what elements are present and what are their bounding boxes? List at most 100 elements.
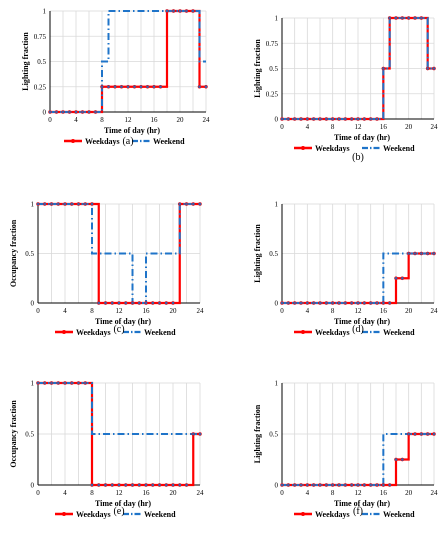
y-axis-label: Lighting fraction — [253, 224, 262, 283]
weekdays-data-point — [324, 117, 329, 121]
weekdays-data-point — [330, 483, 335, 487]
weekdays-data-point — [343, 117, 348, 121]
weekdays-data-point — [144, 483, 148, 487]
legend-weekdays-label: Weekdays — [315, 328, 350, 337]
x-axis-label: Time of day (hr) — [334, 499, 390, 508]
weekend-series-line — [38, 382, 200, 435]
x-tick-label: 24 — [431, 307, 439, 315]
weekdays-data-point — [103, 301, 108, 305]
weekdays-data-point — [375, 301, 379, 305]
x-tick-label: 20 — [405, 123, 413, 131]
weekdays-data-point — [406, 251, 411, 256]
weekdays-data-point — [394, 457, 398, 462]
weekdays-data-point — [356, 483, 360, 487]
chart-panel-3: 0 4 8 12 16 20 24 0 0.5 1 Time of day (hr) Occupanc… — [9, 201, 204, 338]
legend-weekdays-label: Weekdays — [85, 137, 120, 146]
weekdays-data-point — [343, 301, 348, 305]
weekdays-data-point — [56, 381, 61, 385]
weekdays-data-point — [292, 117, 297, 121]
y-tick-label: 0.5 — [269, 431, 278, 439]
x-tick-label: 0 — [280, 123, 284, 131]
weekdays-data-point — [48, 110, 52, 114]
x-tick-label: 24 — [431, 489, 439, 497]
weekdays-data-point — [61, 110, 65, 114]
legend-weekdays-marker — [62, 512, 66, 516]
panel-caption: (f) — [353, 506, 363, 517]
x-tick-label: 12 — [116, 489, 124, 497]
weekdays-data-point — [311, 483, 316, 487]
y-tick-label: 0 — [43, 109, 47, 117]
legend-weekdays-marker — [301, 146, 305, 150]
x-tick-label: 20 — [170, 307, 178, 315]
weekdays-data-point — [177, 483, 182, 487]
panel-caption: (b) — [352, 152, 364, 163]
legend-weekdays-label: Weekdays — [76, 328, 111, 337]
weekdays-data-point — [406, 432, 411, 436]
weekdays-data-point — [137, 483, 142, 487]
weekdays-data-point — [198, 432, 202, 436]
legend-weekdays-label: Weekdays — [76, 510, 111, 519]
weekdays-data-point — [349, 483, 354, 487]
x-tick-label: 0 — [48, 116, 52, 124]
x-axis-label: Time of day (hr) — [95, 317, 151, 326]
x-tick-label: 12 — [355, 307, 363, 315]
weekdays-data-point — [413, 16, 417, 20]
x-tick-label: 8 — [331, 123, 335, 131]
weekdays-data-point — [305, 483, 310, 487]
y-tick-label: 1 — [43, 8, 47, 16]
chart-panel-5: 0 4 8 12 16 20 24 0 0.5 1 Time of day (hr) Occupanc… — [9, 380, 204, 520]
weekdays-data-point — [337, 301, 341, 305]
weekdays-data-point — [324, 483, 329, 487]
weekdays-data-point — [419, 251, 424, 256]
chart-panel-4: 0 4 8 12 16 20 24 0 0.5 1 Time of day (hr) Lighting… — [253, 201, 438, 338]
y-tick-label: 0.5 — [25, 250, 34, 258]
x-tick-label: 4 — [63, 307, 67, 315]
weekdays-data-point — [318, 483, 322, 487]
weekdays-data-point — [204, 84, 208, 89]
weekdays-data-point — [387, 483, 392, 487]
legend-weekend-label: Weekend — [144, 510, 176, 519]
x-tick-label: 0 — [280, 489, 284, 497]
y-tick-label: 0.5 — [269, 250, 278, 258]
y-tick-label: 1 — [31, 380, 35, 388]
weekdays-data-point — [425, 66, 430, 71]
weekdays-data-point — [90, 483, 94, 487]
legend-weekend-label: Weekend — [383, 328, 415, 337]
y-tick-label: 0.5 — [269, 65, 278, 73]
weekdays-data-point — [80, 110, 85, 114]
weekdays-data-point — [432, 251, 436, 256]
x-tick-label: 24 — [197, 489, 205, 497]
weekdays-data-point — [375, 483, 379, 487]
weekdays-data-point — [394, 16, 398, 20]
x-tick-label: 4 — [74, 116, 78, 124]
weekdays-data-point — [93, 110, 98, 114]
y-tick-label: 0 — [275, 116, 279, 124]
weekdays-data-point — [110, 483, 115, 487]
weekdays-series-line — [282, 16, 434, 121]
y-axis-label: Occupancy fraction — [9, 219, 18, 287]
legend-weekend-label: Weekend — [383, 510, 415, 519]
weekdays-data-point — [368, 483, 373, 487]
legend-weekdays-marker — [301, 512, 305, 516]
x-tick-label: 20 — [177, 116, 185, 124]
weekdays-data-point — [42, 381, 47, 385]
weekdays-data-point — [381, 483, 386, 487]
weekdays-data-point — [171, 483, 175, 487]
weekdays-data-point — [150, 301, 155, 305]
weekdays-data-point — [191, 432, 196, 436]
weekdays-data-point — [110, 301, 115, 305]
weekdays-data-point — [63, 202, 67, 206]
weekdays-data-point — [113, 84, 117, 89]
y-tick-label: 1 — [275, 201, 279, 209]
y-tick-label: 0.75 — [266, 40, 279, 48]
weekdays-data-point — [100, 84, 104, 89]
x-tick-label: 16 — [151, 116, 159, 124]
weekdays-data-point — [299, 117, 303, 121]
weekdays-data-point — [177, 202, 182, 206]
legend-weekdays-marker — [71, 139, 75, 143]
x-axis-label: Time of day (hr) — [95, 499, 151, 508]
weekdays-data-point — [349, 117, 354, 121]
weekdays-data-point — [349, 301, 354, 305]
weekdays-data-point — [152, 84, 156, 89]
weekdays-data-point — [171, 301, 175, 305]
